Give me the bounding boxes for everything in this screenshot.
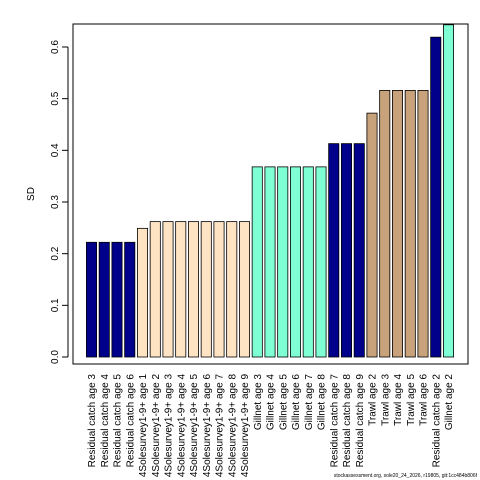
x-category-label: Residual catch age 2 (431, 374, 442, 468)
bar (226, 221, 238, 358)
bar (328, 143, 340, 358)
bar (404, 90, 416, 358)
y-tick-label: 0.6 (50, 40, 61, 54)
x-category-label: Trawl age 4 (393, 374, 404, 426)
x-labels-group: Residual catch age 3 Residual catch age 4… (87, 374, 455, 478)
y-tick-label: 0.3 (50, 195, 61, 209)
bar (391, 90, 403, 358)
bar (251, 166, 263, 358)
bar (264, 166, 276, 358)
x-category-label: Residual catch age 6 (125, 374, 136, 468)
x-category-label: Residual catch age 3 (87, 374, 98, 468)
x-category-label: 4Solesurvey1-9+ age 1 (138, 374, 149, 478)
bar (187, 221, 199, 358)
x-category-label: 4Solesurvey1-9+ age 5 (189, 374, 200, 478)
bar (124, 241, 136, 358)
x-category-label: 4Solesurvey1-9+ age 9 (240, 374, 251, 478)
bar (302, 166, 314, 358)
bar (111, 241, 123, 358)
x-category-label: 4Solesurvey1-9+ age 4 (176, 374, 187, 478)
bar (379, 90, 391, 358)
bar (86, 241, 98, 358)
bar (98, 241, 110, 358)
x-category-label: Residual catch age 7 (329, 374, 340, 468)
bar (162, 221, 174, 358)
x-category-label: 4Solesurvey1-9+ age 7 (215, 374, 226, 478)
x-category-label: Gillnet age 3 (253, 374, 264, 431)
x-category-label: 4Solesurvey1-9+ age 2 (151, 374, 162, 478)
x-category-label: Trawl age 6 (419, 374, 430, 426)
x-category-label: 4Solesurvey1-9+ age 6 (202, 374, 213, 478)
x-category-label: Gillnet age 6 (291, 374, 302, 431)
x-category-label: Gillnet age 8 (317, 374, 328, 431)
bars-group (86, 24, 454, 358)
bar (149, 221, 161, 358)
x-category-label: Gillnet age 4 (266, 374, 277, 431)
bar (289, 166, 301, 358)
bar (417, 90, 429, 358)
y-tick-label: 0.4 (50, 143, 61, 157)
x-category-label: Residual catch age 9 (355, 374, 366, 468)
bar (200, 221, 212, 358)
x-category-label: Gillnet age 5 (278, 374, 289, 431)
x-category-label: 4Solesurvey1-9+ age 3 (164, 374, 175, 478)
x-category-label: 4Solesurvey1-9+ age 8 (227, 374, 238, 478)
x-category-label: Residual catch age 4 (100, 374, 111, 468)
y-tick-label: 0.0 (50, 350, 61, 364)
footnote: stockassessment.org, sole20_24_2026, r19… (334, 473, 478, 479)
bar (442, 24, 454, 358)
y-axis: 0.0 0.1 0.2 0.3 0.4 0.5 0.6 (50, 40, 69, 364)
bar (430, 36, 442, 358)
y-tick-label: 0.1 (50, 298, 61, 312)
x-category-label: Residual catch age 8 (342, 374, 353, 468)
bar (213, 221, 225, 358)
bar (175, 221, 187, 358)
x-category-label: Gillnet age 7 (304, 374, 315, 431)
bar (238, 221, 250, 358)
plot-frame (72, 23, 469, 365)
bar (277, 166, 289, 358)
x-category-label: Trawl age 3 (380, 374, 391, 426)
bar (315, 166, 327, 358)
y-tick-label: 0.5 (50, 91, 61, 105)
x-category-label: Trawl age 2 (368, 374, 379, 426)
y-tick-label: 0.2 (50, 246, 61, 260)
bar (353, 143, 365, 358)
bar (340, 143, 352, 358)
x-category-label: Residual catch age 5 (113, 374, 124, 468)
y-axis-title: SD (26, 187, 37, 201)
bar (136, 227, 148, 358)
x-category-label: Trawl age 5 (406, 374, 417, 426)
x-category-label: Gillnet age 2 (444, 374, 455, 431)
bar (366, 112, 378, 358)
